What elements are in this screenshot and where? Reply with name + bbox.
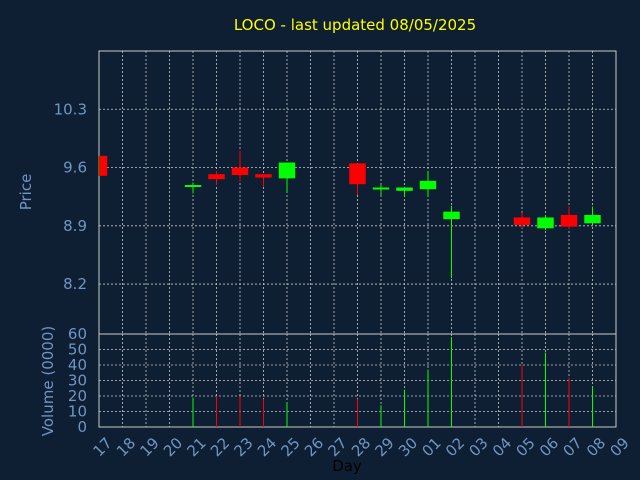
volume-tick-label: 40 — [68, 356, 87, 374]
x-tick-label: 20 — [160, 434, 186, 460]
candle-body — [560, 214, 578, 227]
x-tick-label: 08 — [583, 434, 609, 460]
x-axis-ticks: 1718192021222324252627282930010203040506… — [90, 434, 633, 460]
price-tick-label: 10.3 — [54, 100, 87, 118]
price-tick-label: 8.2 — [63, 275, 87, 293]
x-tick-label: 03 — [466, 434, 492, 460]
volume-tick-label: 30 — [68, 372, 87, 390]
x-tick-label: 19 — [137, 434, 163, 460]
price-axis-label: Price — [17, 174, 35, 211]
x-tick-label: 29 — [372, 434, 398, 460]
candle-body — [372, 187, 390, 190]
candle-body — [584, 214, 601, 224]
x-tick-label: 17 — [90, 434, 116, 460]
price-panel: 10.3 9.6 8.9 8.2 — [54, 50, 617, 335]
candle-body — [537, 217, 554, 229]
chart-title: LOCO - last updated 08/05/2025 — [234, 16, 476, 34]
candle-body — [419, 180, 437, 190]
candle-body — [513, 217, 531, 225]
x-tick-label: 23 — [231, 434, 257, 460]
candle-body — [278, 162, 296, 179]
volume-axis-label: Volume (0000) — [39, 326, 57, 436]
x-tick-label: 06 — [536, 434, 562, 460]
x-tick-label: 02 — [442, 434, 468, 460]
candle-body — [231, 167, 249, 176]
price-tick-label: 8.9 — [63, 217, 87, 235]
volume-tick-label: 60 — [68, 325, 87, 343]
x-tick-label: 01 — [419, 434, 445, 460]
x-tick-label: 09 — [607, 434, 633, 460]
candle-body — [184, 185, 202, 188]
x-axis-label: Day — [332, 457, 362, 475]
candle-body — [255, 174, 272, 178]
volume-tick-label: 50 — [68, 341, 87, 359]
x-tick-label: 30 — [395, 434, 421, 460]
volume-tick-label: 10 — [68, 403, 87, 421]
x-tick-label: 25 — [278, 434, 304, 460]
volume-tick-label: 0 — [77, 418, 87, 436]
x-tick-label: 24 — [254, 434, 280, 460]
x-tick-label: 26 — [301, 434, 327, 460]
x-tick-label: 07 — [560, 434, 586, 460]
price-tick-label: 9.6 — [63, 159, 87, 177]
candle-body — [99, 155, 108, 176]
candle-body — [396, 187, 413, 191]
volume-tick-label: 20 — [68, 387, 87, 405]
x-tick-label: 22 — [207, 434, 233, 460]
candle-body — [349, 163, 366, 185]
x-tick-label: 05 — [513, 434, 539, 460]
x-tick-label: 21 — [184, 434, 210, 460]
x-tick-label: 04 — [489, 434, 515, 460]
candle-body — [208, 174, 225, 180]
x-tick-label: 18 — [113, 434, 139, 460]
candle-body — [443, 211, 460, 220]
